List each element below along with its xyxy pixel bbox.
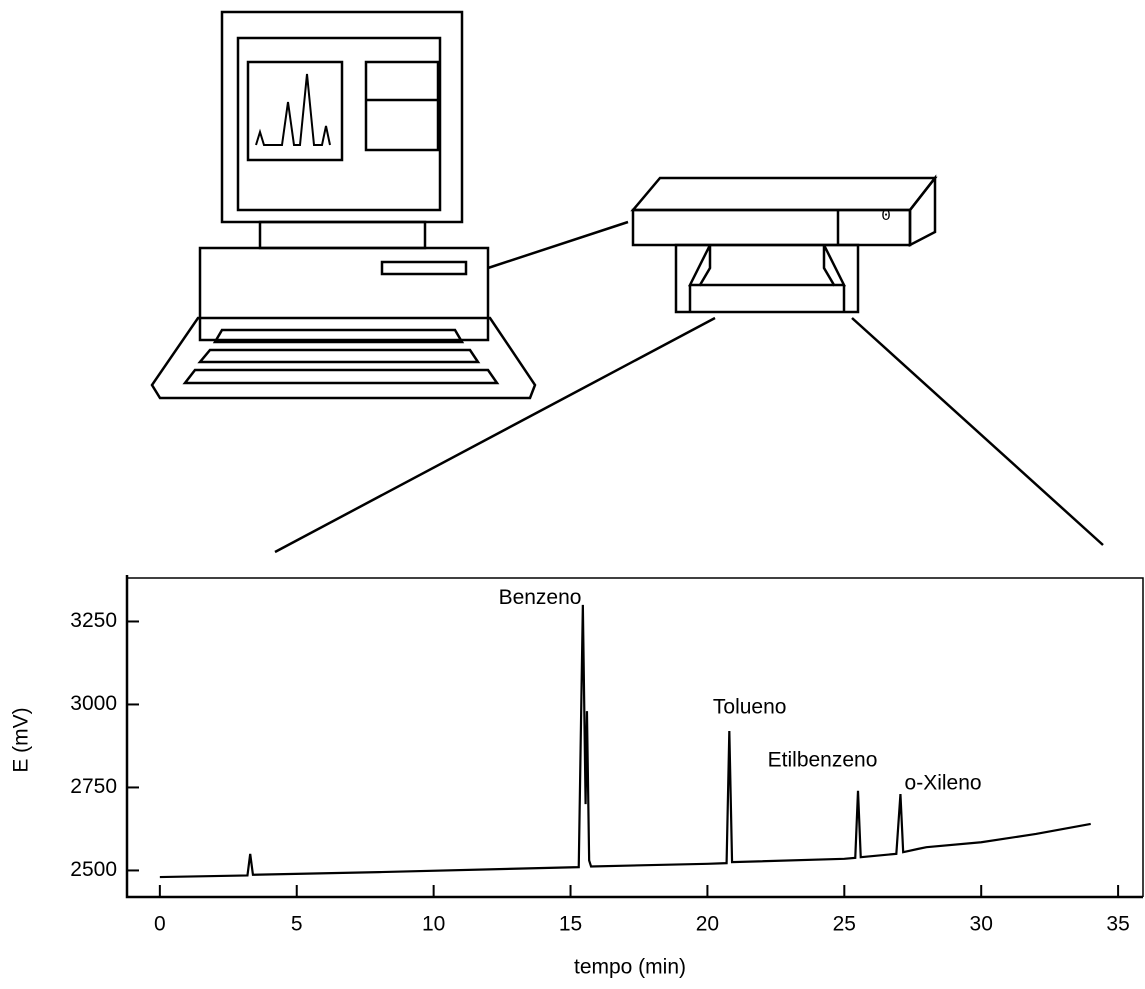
- y-tick-label: 2750: [70, 775, 117, 798]
- peak-label: Etilbenzeno: [768, 748, 878, 771]
- peak-label: o-Xileno: [905, 772, 982, 795]
- peak-label: Benzeno: [499, 586, 582, 609]
- peak-label: Tolueno: [713, 695, 787, 718]
- y-tick-label: 2500: [70, 858, 117, 881]
- plot-frame: [127, 575, 1143, 897]
- x-tick-label: 15: [559, 913, 582, 936]
- x-tick-label: 30: [970, 913, 993, 936]
- x-tick-label: 25: [833, 913, 856, 936]
- x-axis-label: tempo (min): [574, 956, 686, 979]
- x-tick-label: 35: [1106, 913, 1129, 936]
- x-tick-label: 10: [422, 913, 445, 936]
- x-tick-label: 20: [696, 913, 719, 936]
- trace: [160, 605, 1091, 877]
- y-axis-label: E (mV): [10, 707, 33, 772]
- computer: [152, 12, 628, 398]
- y-tick-label: 3250: [70, 609, 117, 632]
- y-tick-label: 3000: [70, 692, 117, 715]
- x-tick-label: 5: [291, 913, 303, 936]
- figure: 0 tempo (min) E (mV) 0 5 10 15 20 25 30 35 2500 2…: [0, 0, 1145, 984]
- button-label: 0: [881, 207, 891, 225]
- instrument: [275, 178, 1103, 552]
- x-tick-label: 0: [154, 913, 166, 936]
